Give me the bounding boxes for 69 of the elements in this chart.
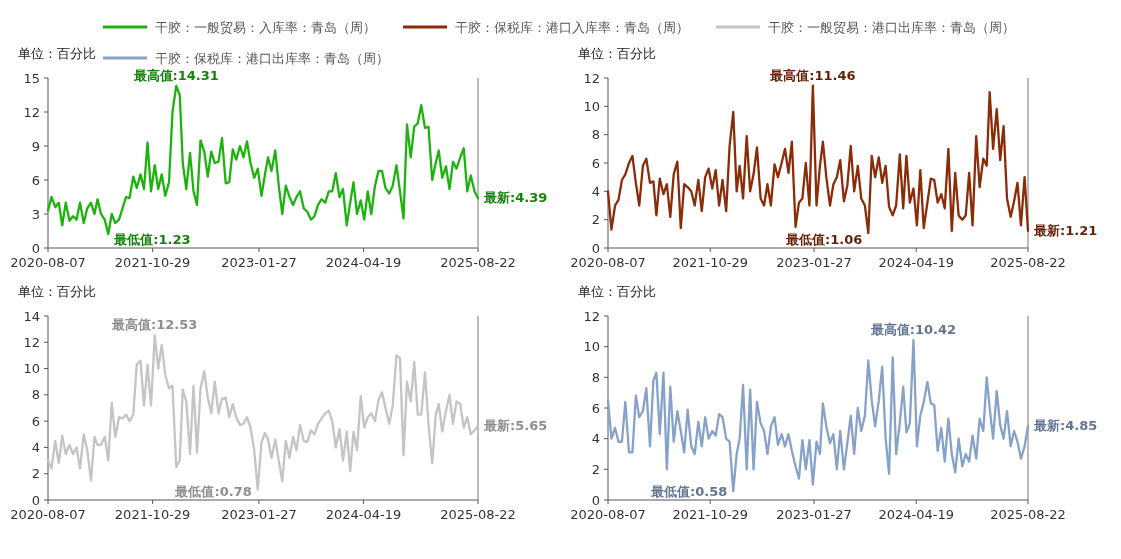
x-tick-label: 2025-08-22 [990,255,1066,270]
x-tick-label: 2023-01-27 [776,255,852,270]
annotation: 最高值:14.31 [132,67,219,83]
x-tick-label: 2024-04-19 [878,507,954,522]
x-tick-label: 2020-08-07 [10,507,86,522]
y-tick-label: 10 [583,98,600,114]
y-tick-label: 0 [31,240,40,256]
y-tick-label: 4 [591,183,600,199]
y-tick-label: 12 [583,70,600,86]
x-tick-label: 2021-10-29 [672,507,748,522]
y-axis-title: 单位：百分比 [18,46,96,61]
x-tick-label: 2024-04-19 [325,255,402,270]
x-tick-label: 2020-08-07 [570,255,646,270]
y-tick-label: 0 [31,492,40,508]
y-tick-label: 8 [31,387,40,403]
annotation: 最新:4.39 [483,190,548,206]
y-tick-label: 8 [591,369,600,385]
y-tick-label: 15 [23,70,40,86]
x-tick-label: 2021-10-29 [672,255,748,270]
y-tick-label: 6 [591,400,600,416]
x-tick-label: 2021-10-29 [114,507,191,522]
legend-label: 干胶：保税库：港口入库率：青岛（周） [455,19,689,35]
x-tick-label: 2020-08-07 [10,255,86,270]
line-series [606,84,1030,235]
annotation: 最低值:1.06 [785,232,863,247]
y-tick-label: 6 [31,413,40,429]
annotation: 最低值:0.58 [649,484,728,499]
y-tick-label: 10 [23,361,40,377]
y-axis-title: 单位：百分比 [578,46,656,61]
annotation: 最新:5.65 [483,417,548,433]
y-tick-label: 12 [23,104,40,120]
x-tick-label: 2025-08-22 [990,507,1066,522]
x-tick-label: 2020-08-07 [570,507,646,522]
y-tick-label: 2 [31,466,40,482]
legend-label: 干胶：一般贸易：港口出库率：青岛（周） [768,19,1015,35]
y-tick-label: 2 [591,461,600,477]
x-tick-label: 2025-08-22 [440,507,516,522]
y-tick-label: 10 [583,339,600,355]
x-tick-label: 2024-04-19 [878,255,954,270]
y-tick-label: 0 [591,240,600,256]
y-tick-label: 12 [583,308,600,324]
x-tick-label: 2023-01-27 [776,507,852,522]
y-tick-label: 4 [591,431,600,447]
y-tick-label: 12 [23,334,40,350]
y-axis-title: 单位：百分比 [18,284,96,299]
annotation: 最新:1.21 [1033,222,1098,238]
y-tick-label: 14 [23,308,40,324]
annotation: 最高值:12.53 [111,317,198,333]
y-tick-label: 8 [591,127,600,143]
legend-label: 干胶：保税库：港口出库率：青岛（周） [155,50,389,66]
y-tick-label: 6 [31,172,40,188]
annotation: 最新:4.85 [1033,417,1098,433]
x-tick-label: 2021-10-29 [114,255,191,270]
x-tick-label: 2023-01-27 [221,255,297,270]
y-axis-title: 单位：百分比 [578,284,656,299]
y-tick-label: 0 [591,492,600,508]
x-tick-label: 2024-04-19 [325,507,402,522]
legend-label: 干胶：一般贸易：入库率：青岛（周） [155,19,376,35]
x-tick-label: 2023-01-27 [221,507,297,522]
annotation: 最低值:1.23 [113,232,191,247]
y-tick-label: 4 [31,439,40,455]
y-tick-label: 2 [591,212,600,228]
annotation: 最高值:11.46 [769,67,856,83]
x-tick-label: 2025-08-22 [440,255,516,270]
y-tick-label: 3 [31,206,40,222]
y-tick-label: 6 [591,155,600,171]
y-tick-label: 9 [31,138,40,154]
annotation: 最低值:0.78 [174,484,252,499]
annotation: 最高值:10.42 [869,322,957,338]
